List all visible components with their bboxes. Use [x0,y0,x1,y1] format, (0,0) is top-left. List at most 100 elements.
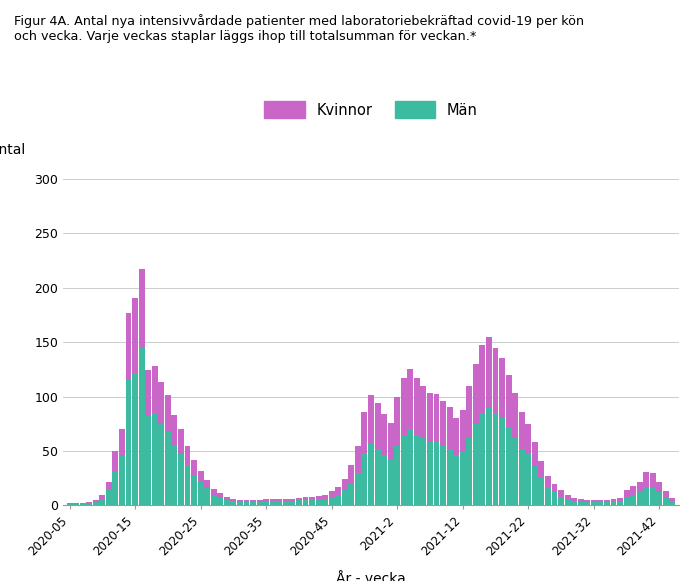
Bar [289,499,295,501]
Bar [578,499,584,502]
Bar [66,504,73,505]
Bar [125,313,132,380]
Bar [106,490,112,505]
Bar [382,414,387,456]
Bar [250,502,256,505]
Bar [447,407,453,449]
Bar [93,500,99,502]
Bar [499,358,505,418]
Bar [185,446,190,465]
Bar [486,336,492,407]
Bar [349,483,354,505]
Bar [368,396,374,443]
Bar [361,453,368,505]
Bar [473,364,479,424]
Bar [591,500,597,502]
Bar [433,394,440,442]
Bar [316,500,321,505]
Bar [125,380,132,505]
Bar [113,451,118,471]
Bar [624,490,629,497]
Bar [335,487,341,494]
Bar [237,500,243,502]
Bar [165,431,171,505]
Bar [145,371,151,416]
Bar [643,487,649,505]
Bar [191,460,197,475]
Bar [374,449,381,505]
Bar [191,475,197,505]
Bar [263,501,269,505]
Bar [237,502,243,505]
Bar [558,497,564,505]
Bar [270,499,276,501]
Bar [643,472,649,487]
Bar [525,424,531,454]
Bar [368,443,374,505]
Bar [250,500,256,502]
Bar [145,416,151,505]
Bar [473,424,479,505]
Bar [532,442,538,466]
Bar [211,494,217,505]
Bar [617,498,623,501]
Bar [519,449,525,505]
Bar [106,482,112,490]
Bar [630,494,636,505]
Bar [407,370,413,429]
Bar [322,499,328,505]
Bar [466,438,473,505]
Bar [637,492,643,505]
Bar [374,403,381,449]
Bar [270,501,276,505]
Bar [394,396,400,446]
Y-axis label: Antal: Antal [0,143,26,157]
Bar [185,465,190,505]
Bar [139,269,145,347]
Bar [322,494,328,499]
Bar [401,435,407,505]
Bar [584,502,590,505]
Bar [296,500,302,505]
Bar [565,494,570,499]
Bar [388,423,393,460]
Bar [230,499,237,501]
Bar [93,502,99,505]
Bar [197,482,204,505]
Bar [113,471,118,505]
Bar [512,393,518,438]
Bar [604,500,610,502]
Bar [276,499,282,501]
Bar [342,479,348,490]
Bar [486,407,492,505]
Bar [630,486,636,494]
Bar [132,299,138,372]
Bar [538,461,545,477]
Bar [80,503,85,504]
Bar [407,429,413,505]
Legend: Kvinnor, Män: Kvinnor, Män [264,102,478,119]
Bar [335,494,341,505]
Bar [571,498,577,501]
Bar [158,424,164,505]
Bar [302,500,309,505]
Bar [480,413,485,505]
Bar [263,499,269,501]
Bar [296,498,302,500]
Bar [172,415,177,446]
Bar [538,477,545,505]
Bar [493,413,498,505]
Bar [552,483,557,492]
Bar [578,502,584,505]
Bar [276,501,282,505]
Bar [217,498,223,505]
Bar [571,501,577,505]
Bar [427,393,433,442]
Bar [382,456,387,505]
Bar [152,413,158,505]
Bar [309,497,315,500]
Bar [316,496,321,500]
Bar [545,487,551,505]
Bar [132,372,138,505]
Bar [657,482,662,492]
